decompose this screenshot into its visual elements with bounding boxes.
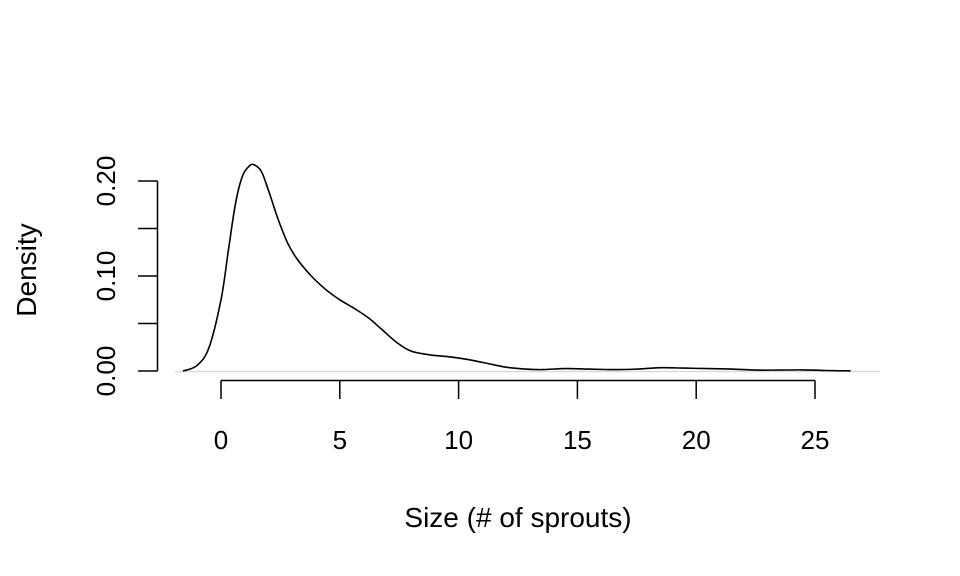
y-tick-label: 0.20 [91, 156, 121, 207]
x-tick-label: 5 [333, 425, 347, 455]
y-tick-label: 0.00 [91, 346, 121, 397]
x-tick-label: 20 [682, 425, 711, 455]
x-tick-label: 10 [444, 425, 473, 455]
y-tick-label: 0.10 [91, 251, 121, 302]
x-axis-label: Size (# of sprouts) [404, 502, 631, 533]
y-axis-label: Density [11, 223, 42, 316]
y-axis: 0.00 0.10 0.20 [91, 156, 159, 397]
x-tick-label: 25 [801, 425, 830, 455]
x-tick-label: 15 [563, 425, 592, 455]
x-tick-label: 0 [214, 425, 228, 455]
x-axis: 0 5 10 15 20 25 [214, 379, 830, 455]
density-curve [182, 163, 851, 372]
